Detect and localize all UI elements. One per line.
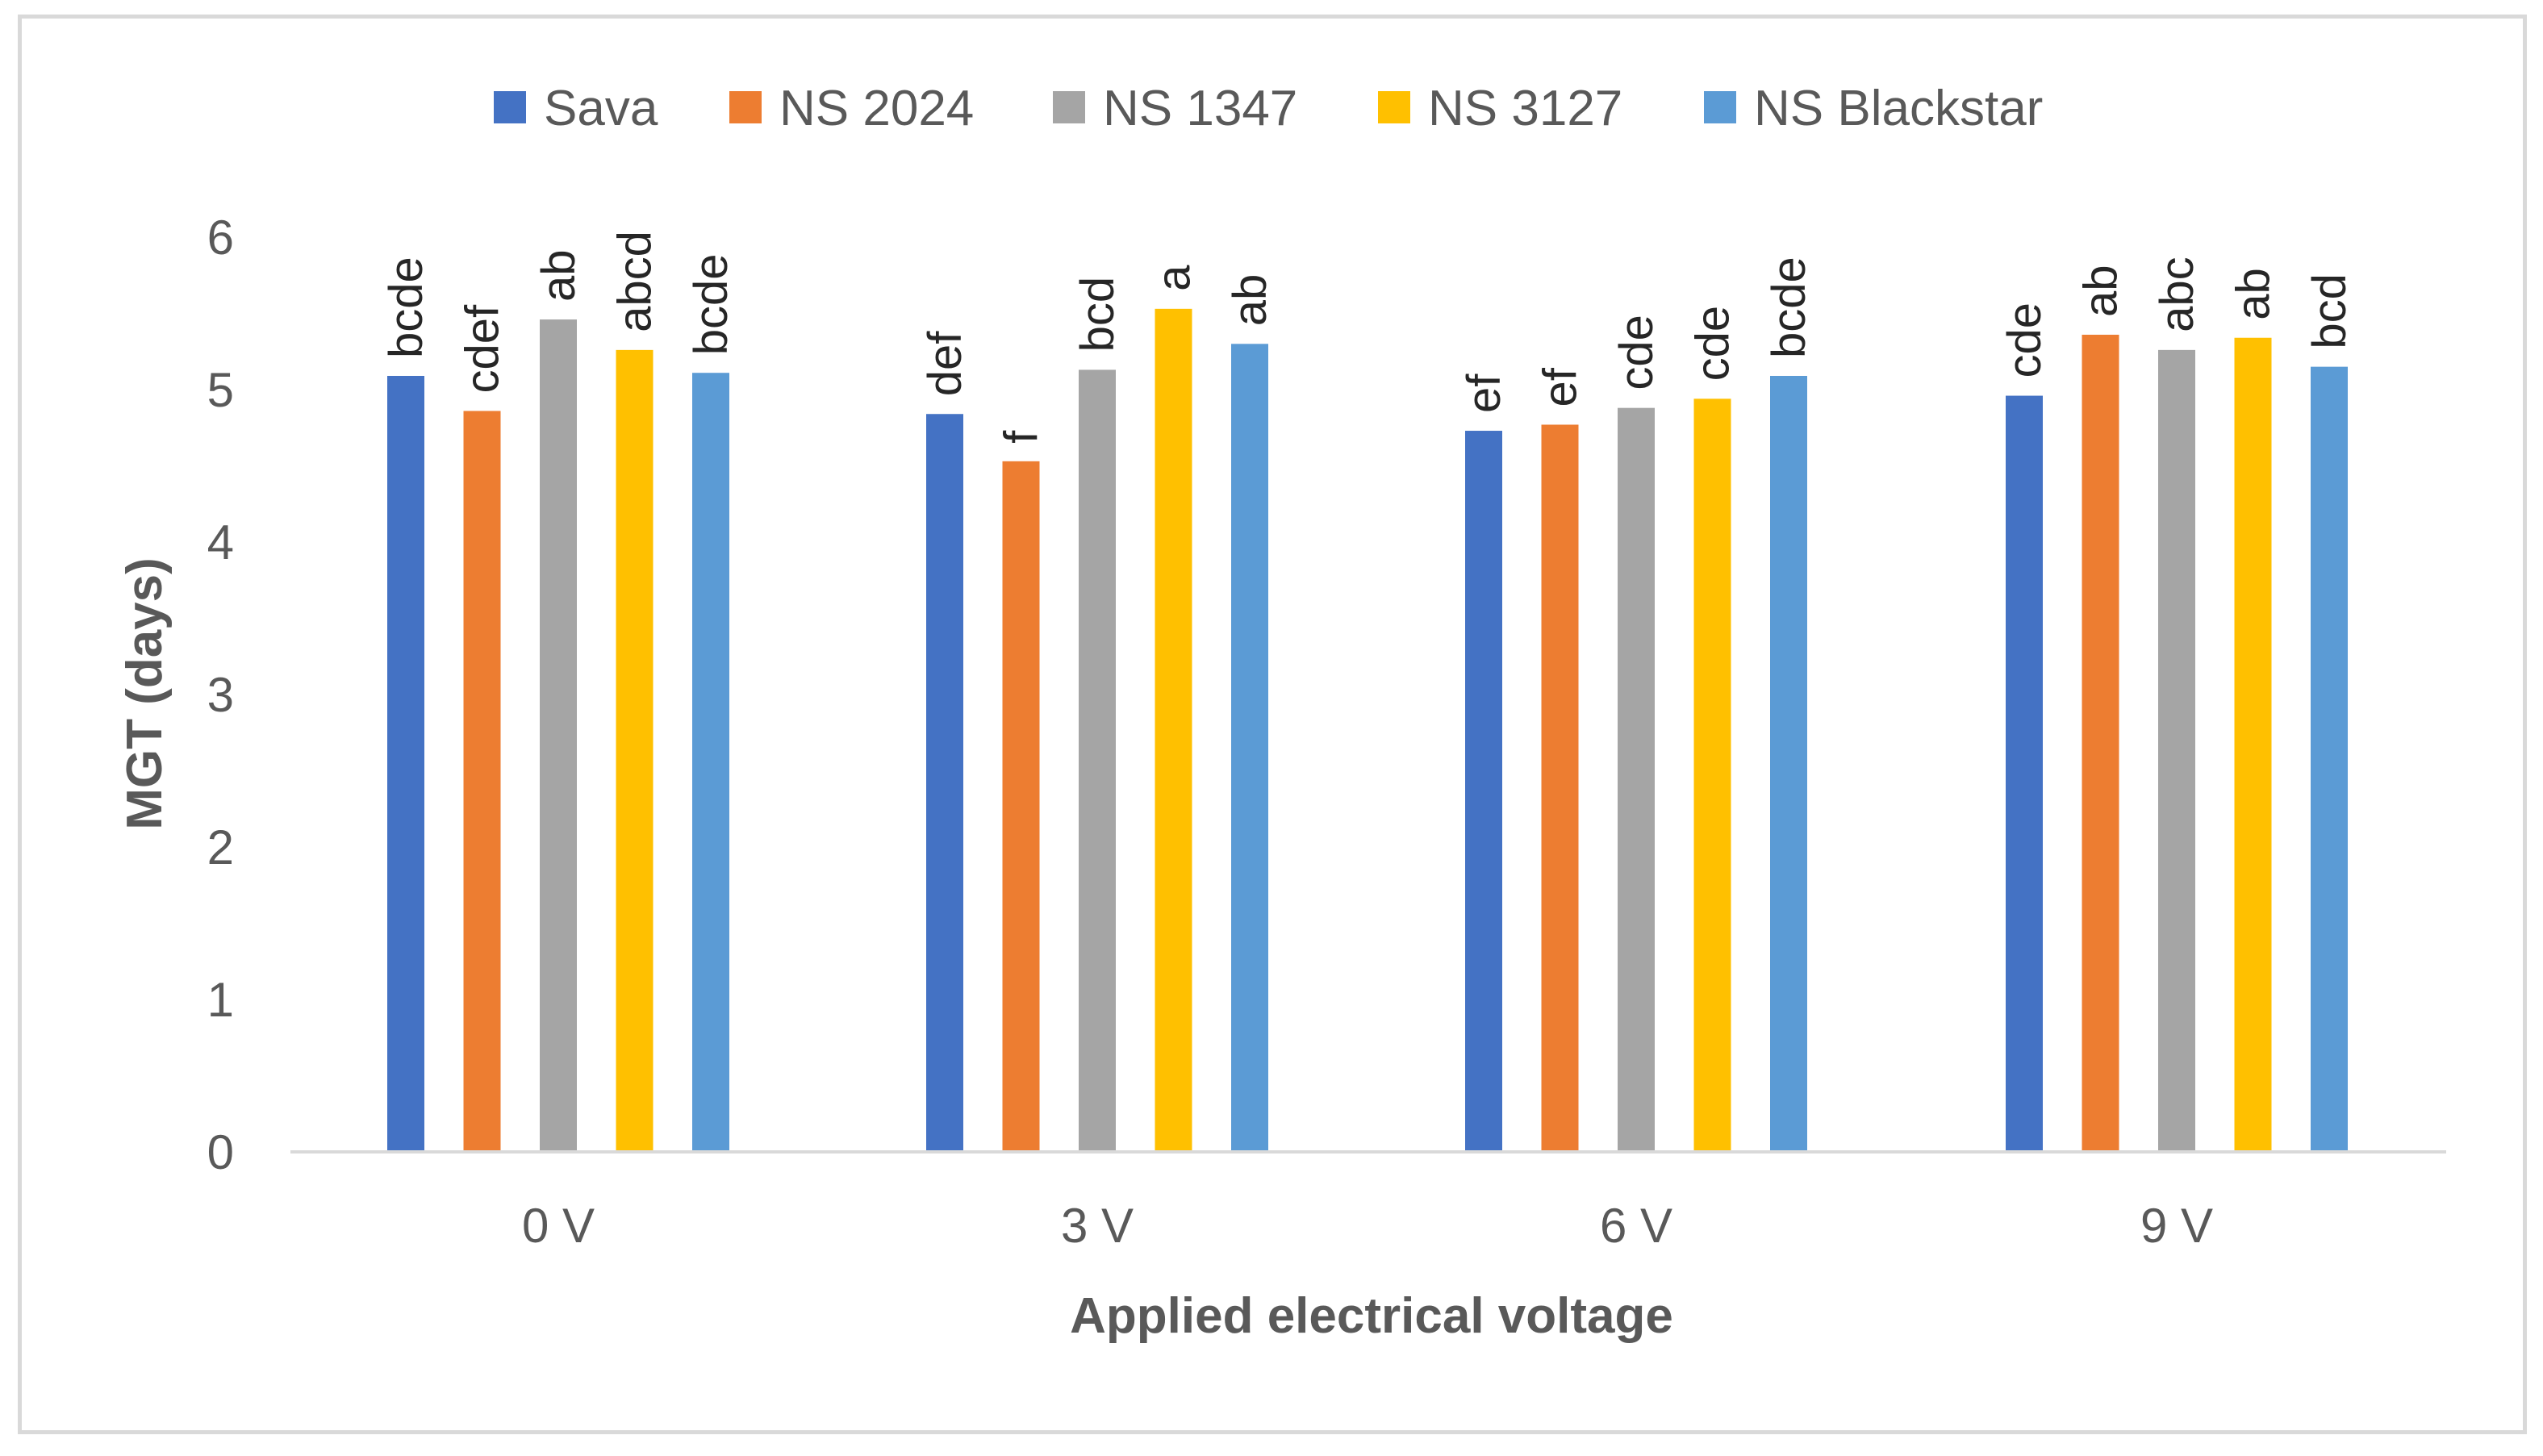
legend-label: Sava bbox=[544, 81, 658, 136]
x-axis-ticks: 0 V 3 V 6 V 9 V bbox=[522, 1199, 2213, 1253]
bar bbox=[1155, 308, 1192, 1153]
bar bbox=[540, 319, 577, 1152]
legend-label: NS Blackstar bbox=[1754, 81, 2043, 136]
bar bbox=[1465, 431, 1502, 1152]
legend-label: NS 1347 bbox=[1103, 81, 1297, 136]
bar bbox=[463, 411, 501, 1153]
bar-data-label: ef bbox=[1458, 373, 1510, 413]
bar-data-label: ab bbox=[2075, 265, 2128, 317]
y-tick-label: 6 bbox=[207, 211, 234, 265]
bar-data-label: cde bbox=[1610, 315, 1663, 390]
y-axis-ticks: 0 1 2 3 4 5 6 bbox=[207, 211, 234, 1179]
x-tick-label: 6 V bbox=[1600, 1199, 1672, 1253]
x-tick-label: 0 V bbox=[522, 1199, 595, 1253]
legend-swatch bbox=[1378, 91, 1410, 123]
bars bbox=[387, 308, 2348, 1153]
bar-data-label: a bbox=[1148, 265, 1201, 291]
bar bbox=[2082, 334, 2119, 1153]
bar-data-label: ab bbox=[2228, 268, 2280, 320]
bar-data-label: ab bbox=[1224, 274, 1276, 327]
bar-data-label: bcde bbox=[380, 257, 432, 358]
x-tick-label: 9 V bbox=[2140, 1199, 2213, 1253]
bar bbox=[1770, 375, 1807, 1152]
bar bbox=[2006, 395, 2043, 1152]
legend: Sava NS 2024 NS 1347 NS 3127 NS Blackstar bbox=[494, 81, 2043, 136]
bar bbox=[616, 349, 653, 1152]
legend-label: NS 2024 bbox=[779, 81, 974, 136]
y-tick-label: 1 bbox=[207, 973, 234, 1027]
bar-data-label: cde bbox=[1998, 302, 2051, 378]
bar bbox=[387, 375, 424, 1152]
bar bbox=[1618, 407, 1655, 1152]
legend-swatch bbox=[494, 91, 526, 123]
legend-swatch bbox=[729, 91, 762, 123]
legend-swatch bbox=[1053, 91, 1085, 123]
legend-swatch bbox=[1704, 91, 1736, 123]
bar-data-label: bcde bbox=[685, 253, 737, 355]
y-tick-label: 3 bbox=[207, 668, 234, 722]
bar-data-label: abc bbox=[2151, 257, 2203, 332]
bar-data-label: f bbox=[996, 430, 1048, 444]
bar-data-label: bcd bbox=[2303, 273, 2356, 349]
y-tick-label: 0 bbox=[207, 1125, 234, 1179]
bar-data-label: ab bbox=[532, 250, 585, 302]
bar-data-label: ef bbox=[1535, 367, 1587, 407]
x-tick-label: 3 V bbox=[1061, 1199, 1134, 1253]
bar bbox=[2311, 366, 2348, 1152]
bar bbox=[1693, 398, 1731, 1153]
y-tick-label: 5 bbox=[207, 363, 234, 417]
bar-data-label: bcde bbox=[1763, 257, 1815, 358]
bar-data-label: def bbox=[919, 331, 971, 397]
bar bbox=[926, 414, 963, 1152]
bar bbox=[1079, 369, 1116, 1152]
bar bbox=[1231, 344, 1268, 1152]
bar-data-label: cdef bbox=[457, 304, 509, 394]
y-axis-title: MGT (days) bbox=[117, 557, 173, 830]
bar-data-label: abcd bbox=[609, 231, 662, 332]
bar bbox=[2234, 337, 2272, 1152]
bar-data-label: cde bbox=[1687, 306, 1739, 382]
bar bbox=[1002, 461, 1040, 1152]
bar bbox=[1541, 424, 1579, 1152]
bar-data-label: bcd bbox=[1071, 277, 1124, 353]
bar bbox=[2158, 349, 2195, 1152]
legend-label: NS 3127 bbox=[1428, 81, 1622, 136]
y-tick-label: 2 bbox=[207, 820, 234, 874]
bar bbox=[692, 373, 729, 1153]
y-tick-label: 4 bbox=[207, 515, 234, 569]
x-axis-title: Applied electrical voltage bbox=[1070, 1288, 1673, 1344]
